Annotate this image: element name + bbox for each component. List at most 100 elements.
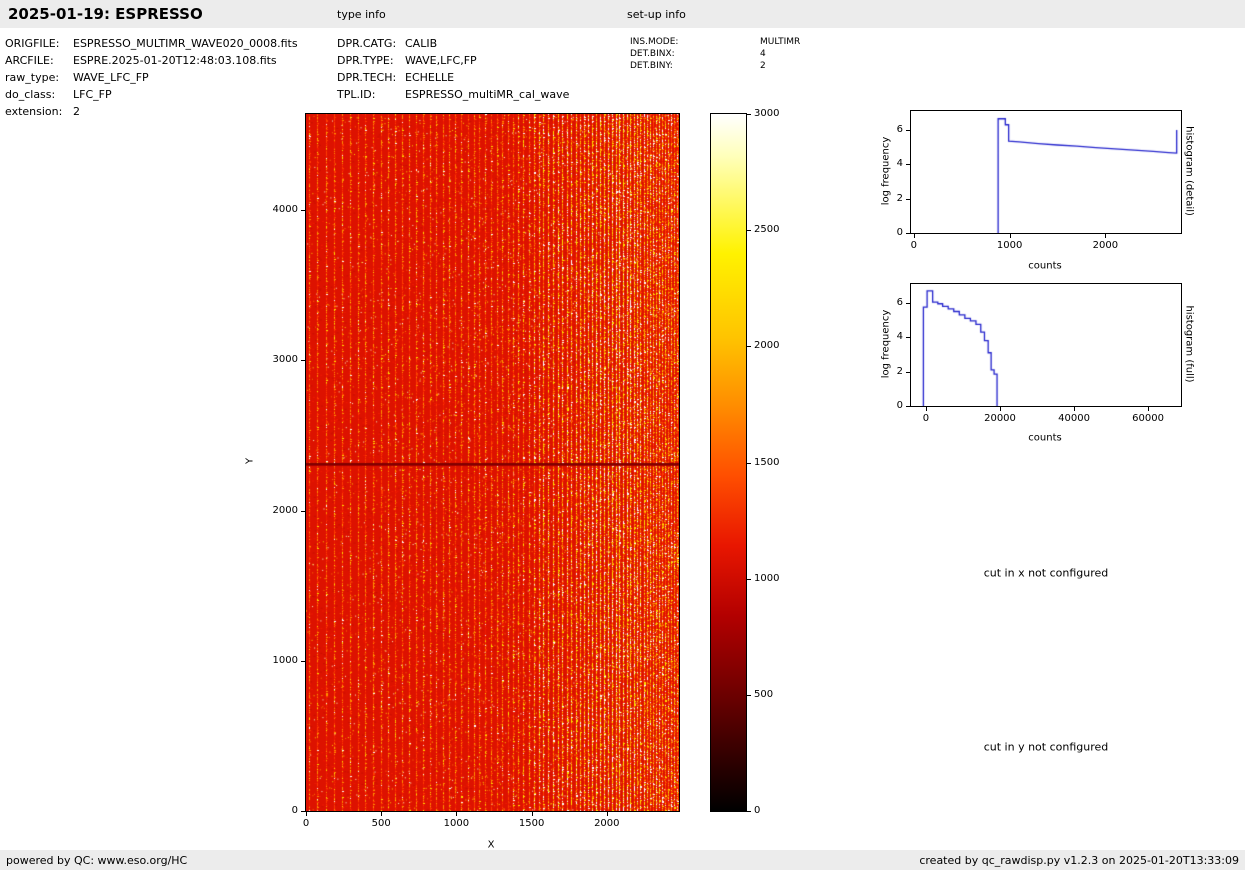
y-tick-mark xyxy=(301,660,305,662)
x-tick-label: 20000 xyxy=(984,413,1016,424)
x-tick-mark xyxy=(1074,407,1076,411)
cut-x-notice: cut in x not configured xyxy=(983,566,1109,580)
y-tick-mark xyxy=(301,210,305,212)
x-tick-label: 40000 xyxy=(1058,413,1090,424)
colorbar-tick-label: 0 xyxy=(754,805,761,816)
file-info-table: ORIGFILE: ESPRESSO_MULTIMR_WAVE020_0008.f… xyxy=(5,35,298,120)
histogram-detail-curve xyxy=(911,111,1181,233)
colorbar-tick-mark xyxy=(747,346,751,348)
hist-full-xlabel: counts xyxy=(1028,432,1062,444)
info-row: ARCFILE: ESPRE.2025-01-20T12:48:03.108.fi… xyxy=(5,52,298,69)
colorbar-tick-mark xyxy=(747,230,751,232)
colorbar-tick-label: 3000 xyxy=(754,108,780,119)
info-field-label: DET.BINY: xyxy=(630,61,673,71)
x-tick-label: 1000 xyxy=(996,240,1023,251)
page-title: 2025-01-19: ESPRESSO xyxy=(8,5,203,23)
info-field-label: ORIGFILE: xyxy=(5,37,60,50)
y-tick-mark xyxy=(906,164,910,166)
y-tick-label: 4 xyxy=(896,331,903,343)
hist-detail-xlabel: counts xyxy=(1028,260,1062,272)
y-tick-mark xyxy=(906,337,910,339)
colorbar-tick-label: 2000 xyxy=(754,340,780,352)
info-field-value: WAVE,LFC,FP xyxy=(405,54,477,67)
info-row: DPR.CATG: CALIB xyxy=(337,35,569,52)
setup-info-table: INS.MODE: MULTIMR DET.BINX: 4 DET.BINY: 2 xyxy=(630,36,800,72)
info-field-label: DPR.TECH: xyxy=(337,71,397,84)
x-tick-mark xyxy=(381,812,383,816)
hist-detail-side-title: histogram (detail) xyxy=(1183,126,1195,216)
info-field-value: 4 xyxy=(760,49,766,59)
y-tick-label: 0 xyxy=(291,805,298,816)
info-field-label: DET.BINX: xyxy=(630,49,675,59)
info-row: DPR.TECH: ECHELLE xyxy=(337,69,569,86)
y-tick-mark xyxy=(906,198,910,200)
raw-plot-ylabel: Y xyxy=(244,457,256,465)
y-tick-label: 0 xyxy=(896,227,903,238)
colorbar-tick-mark xyxy=(747,114,751,115)
y-tick-mark xyxy=(906,371,910,373)
type-info-heading: type info xyxy=(337,8,386,21)
info-field-label: do_class: xyxy=(5,88,56,101)
info-row: INS.MODE: MULTIMR xyxy=(630,36,800,48)
colorbar-tick-mark xyxy=(747,462,751,464)
info-field-value: ESPRESSO_multiMR_cal_wave xyxy=(405,88,570,101)
cut-y-notice: cut in y not configured xyxy=(983,740,1109,754)
x-tick-label: 60000 xyxy=(1132,413,1164,424)
x-tick-label: 500 xyxy=(371,818,391,829)
y-tick-label: 4000 xyxy=(272,204,298,216)
setup-info-heading: set-up info xyxy=(627,8,686,21)
y-tick-label: 6 xyxy=(896,296,903,308)
info-row: DET.BINX: 4 xyxy=(630,48,800,60)
x-tick-mark xyxy=(1148,407,1150,411)
colorbar-tick-label: 1500 xyxy=(754,456,780,468)
y-tick-mark xyxy=(301,510,305,512)
info-field-label: ARCFILE: xyxy=(5,54,54,67)
raw-frame-image xyxy=(306,114,679,811)
x-tick-mark xyxy=(1009,234,1011,238)
info-row: TPL.ID: ESPRESSO_multiMR_cal_wave xyxy=(337,86,569,103)
info-row: raw_type: WAVE_LFC_FP xyxy=(5,69,298,86)
y-tick-label: 2 xyxy=(896,192,903,204)
x-tick-label: 2000 xyxy=(594,818,620,829)
y-tick-mark xyxy=(906,233,910,234)
info-row: ORIGFILE: ESPRESSO_MULTIMR_WAVE020_0008.f… xyxy=(5,35,298,52)
y-tick-label: 0 xyxy=(896,400,903,411)
footer-credit-left: powered by QC: www.eso.org/HC xyxy=(6,853,188,867)
colorbar-tick-label: 1000 xyxy=(754,572,780,584)
info-field-label: DPR.CATG: xyxy=(337,37,397,50)
y-tick-label: 2 xyxy=(896,365,903,377)
header-bar: 2025-01-19: ESPRESSO type info set-up in… xyxy=(0,0,1245,28)
colorbar-tick-label: 500 xyxy=(754,688,774,700)
y-tick-mark xyxy=(906,129,910,131)
y-tick-mark xyxy=(301,360,305,362)
info-field-value: WAVE_LFC_FP xyxy=(73,71,149,84)
y-tick-label: 2000 xyxy=(272,504,298,516)
info-field-value: ESPRESSO_MULTIMR_WAVE020_0008.fits xyxy=(73,37,298,50)
raw-frame-plot xyxy=(305,113,680,812)
info-field-label: INS.MODE: xyxy=(630,37,679,47)
footer-bar: powered by QC: www.eso.org/HC created by… xyxy=(0,850,1245,870)
footer-credit-right: created by qc_rawdisp.py v1.2.3 on 2025-… xyxy=(919,853,1239,867)
y-tick-label: 3000 xyxy=(272,354,298,366)
y-tick-label: 6 xyxy=(896,123,903,135)
info-field-label: DPR.TYPE: xyxy=(337,54,394,67)
y-tick-mark xyxy=(906,406,910,407)
info-field-label: extension: xyxy=(5,105,63,118)
info-field-value: ECHELLE xyxy=(405,71,455,84)
info-row: DPR.TYPE: WAVE,LFC,FP xyxy=(337,52,569,69)
y-tick-label: 4 xyxy=(896,158,903,170)
x-tick-mark xyxy=(1105,234,1107,238)
x-tick-label: 2000 xyxy=(1092,240,1119,251)
info-row: extension: 2 xyxy=(5,103,298,120)
histogram-detail-plot xyxy=(910,110,1182,234)
x-tick-mark xyxy=(913,234,915,238)
info-field-label: TPL.ID: xyxy=(337,88,376,101)
info-field-value: 2 xyxy=(73,105,80,118)
x-tick-label: 0 xyxy=(302,818,310,829)
x-tick-mark xyxy=(1000,407,1001,411)
info-field-value: CALIB xyxy=(405,37,438,50)
colorbar-tick-mark xyxy=(747,578,751,580)
hist-full-side-title: histogram (full) xyxy=(1183,305,1195,383)
info-field-value: LFC_FP xyxy=(73,88,112,101)
